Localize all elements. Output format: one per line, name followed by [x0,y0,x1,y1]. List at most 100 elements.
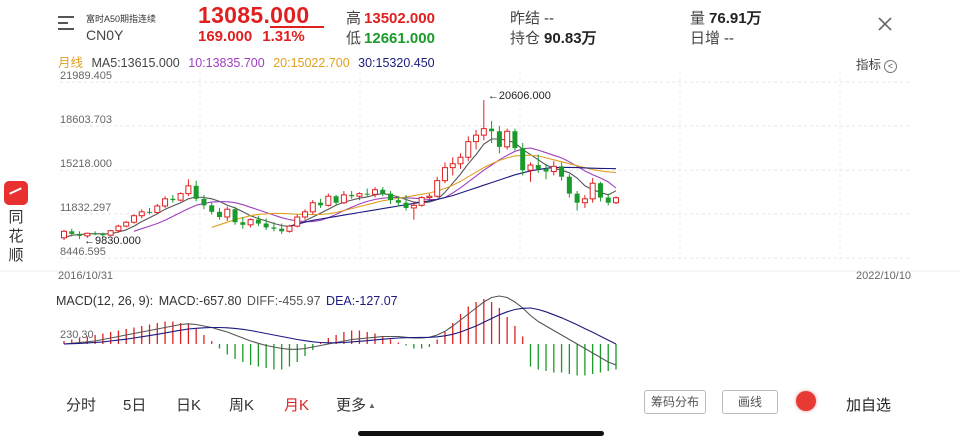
candle-body [418,197,425,206]
candle-body [356,193,363,197]
candle-body [325,195,332,206]
candle-body [77,233,83,236]
candle-body [185,185,192,195]
candle-body [201,198,207,206]
ma-line-ma5 [63,138,617,239]
ma5-value: MA5:13615.000 [91,56,180,70]
high-annotation: ←20606.000 [488,90,551,102]
app-logo-icon [4,181,28,205]
macd-dea-line [63,307,617,345]
candle-body [123,221,130,227]
dea-value: DEA:-127.07 [326,294,398,308]
macd-diff-line [63,295,617,366]
daily-increase-value: -- [724,30,735,47]
side-badge-char: 花 [8,228,24,245]
current-price: 13085.000 [198,2,310,28]
indicator-label: 指标 [856,58,882,72]
ma-line-ma10 [133,147,617,232]
high-price: 高 13502.000 [346,7,435,28]
active-tab-indicator [270,26,324,28]
candle-body [364,193,370,195]
tab-intraday[interactable]: 分时 [66,397,97,414]
candle-body [527,164,534,171]
candle-body [333,196,339,203]
high-value: 13502.000 [364,10,435,27]
candle-body [309,202,316,213]
candle-body [589,182,596,200]
y-tick-label: 15218.000 [60,158,112,170]
candle-body [597,183,603,198]
candle-body [581,198,588,204]
candle-body [613,197,619,204]
candle-body [138,211,145,217]
record-dot-icon[interactable] [796,391,816,411]
candle-body [193,185,199,199]
candle-body [403,202,409,208]
candle-body [224,208,231,218]
candle-body [388,193,394,201]
indicator-button[interactable]: 指标 < [856,54,898,73]
caret-up-icon: ▲ [368,401,376,410]
candle-body [294,216,301,227]
volume-value: 76.91万 [709,10,762,27]
close-icon[interactable] [876,15,894,33]
candle-body [286,225,293,232]
tab-daily-k[interactable]: 日K [176,397,202,414]
candle-body [520,148,526,171]
candle-body [247,219,254,226]
ma-legend: 月线 MA5:13615.000 10:13835.700 20:15022.7… [58,52,440,71]
kline-chart[interactable]: 21989.405 18603.703 15218.000 11832.297 8446… [0,70,960,380]
low-label: 低 [346,30,362,47]
daily-increase-label: 日增 [690,30,721,47]
menu-icon[interactable] [58,16,76,30]
candle-body [318,202,324,206]
add-watchlist-button[interactable]: 加自选 [846,397,892,414]
candle-body [566,176,572,194]
candle-body [154,205,161,213]
candle-body [69,231,75,234]
change-percent: 1.31% [262,28,305,45]
side-badge[interactable]: 同 花 顺 [4,181,28,265]
diff-value: DIFF:-455.97 [246,294,321,308]
tab-5day[interactable]: 5日 [123,397,147,414]
stock-code: CN0Y [86,27,124,43]
price-change: 169.000 1.31% [198,28,315,45]
change-value: 169.000 [198,28,253,45]
candle-body [177,193,184,201]
candle-body [512,131,518,149]
candle-body [349,194,355,197]
candle-body [170,198,176,201]
candle-body [434,180,441,197]
tab-weekly-k[interactable]: 周K [229,397,255,414]
stock-name: 富时A50期指连续 [86,14,157,24]
high-label: 高 [346,10,362,27]
y-tick-label: 11832.297 [60,202,111,214]
daily-increase: 日增 -- [690,27,734,48]
low-annotation: ←9830.000 [84,235,141,247]
candle-body [255,219,261,224]
candle-body [535,165,541,169]
tab-more[interactable]: 更多 ▲ [336,394,376,415]
open-interest: 持仓 90.83万 [510,27,597,48]
candle-body [605,197,611,203]
macd-label: MACD(12, 26, 9): [56,294,154,308]
candle-body [162,198,169,207]
candle-body [107,230,114,236]
candle-body [240,222,246,225]
candle-body [426,195,433,199]
side-badge-text: 同 花 顺 [4,208,28,265]
candle-body [84,232,91,237]
ma-line-ma20 [211,154,617,228]
period-label: 月线 [58,56,84,70]
side-badge-char: 同 [8,209,24,226]
y-tick-label: 8446.595 [60,246,106,258]
chips-distribution-button[interactable]: 筹码分布 [644,390,706,414]
candle-body [92,233,98,235]
candle-body [115,225,122,232]
low-value: 12661.000 [364,30,435,47]
draw-line-button[interactable]: 画线 [722,390,778,414]
candle-body [559,166,565,177]
macd-value: MACD:-657.80 [158,294,242,308]
tab-monthly-k[interactable]: 月K [284,397,310,414]
y-tick-label: 18603.703 [60,114,112,126]
